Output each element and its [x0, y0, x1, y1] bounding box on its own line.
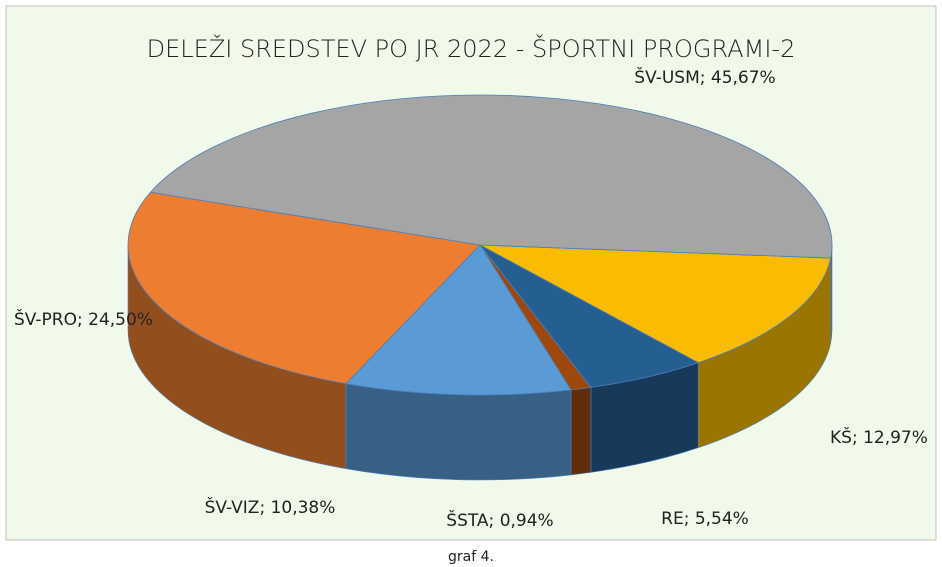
caption: graf 4.	[448, 549, 494, 565]
data-label: RE; 5,54%	[661, 509, 749, 529]
data-label: ŠSTA; 0,94%	[446, 509, 553, 531]
data-label: ŠV-PRO; 24,50%	[14, 308, 153, 330]
slice	[149, 94, 833, 259]
slice-side	[830, 244, 833, 344]
slice	[479, 244, 832, 364]
slice	[127, 191, 481, 385]
pie-sides	[127, 244, 833, 481]
data-label: KŠ; 12,97%	[830, 426, 928, 448]
data-label: ŠV-VIZ; 10,38%	[205, 496, 336, 518]
data-label: ŠV-USM; 45,67%	[634, 66, 775, 88]
slice	[345, 244, 572, 396]
chart-title: DELEŽI SREDSTEV PO JR 2022 - ŠPORTNI PRO…	[147, 33, 796, 63]
